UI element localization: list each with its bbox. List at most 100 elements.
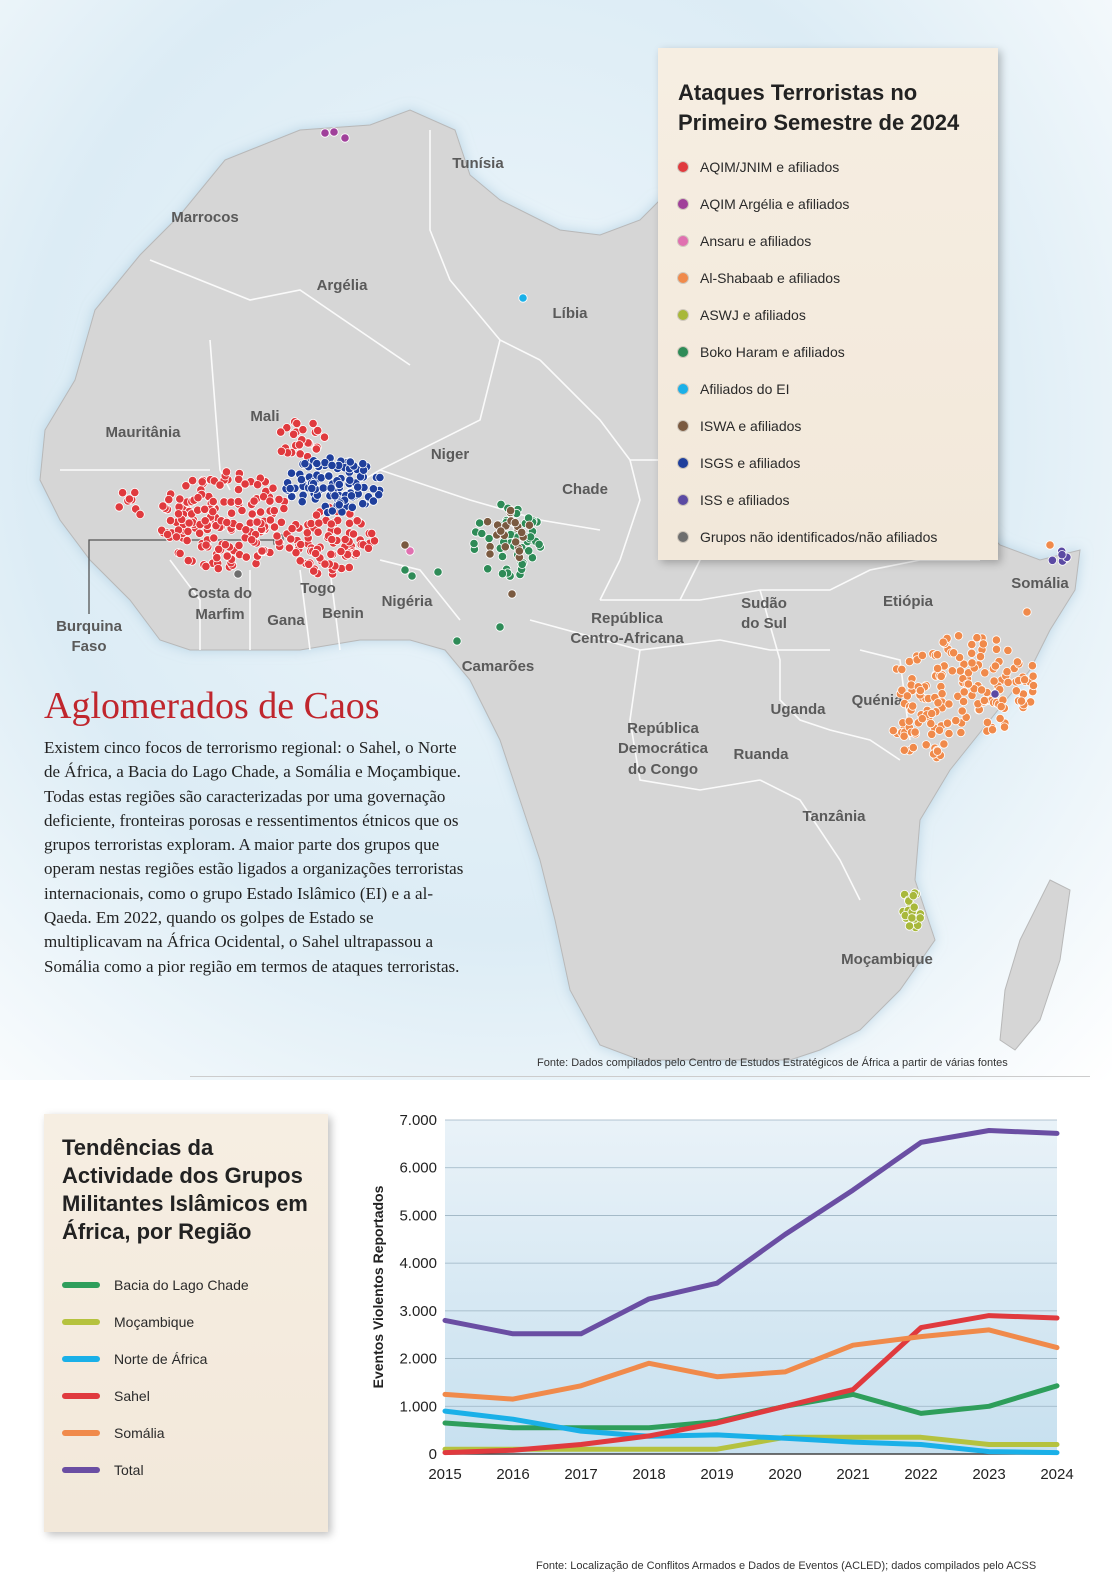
attack-dot <box>318 483 328 493</box>
attack-dot <box>233 496 243 507</box>
country-label: Quénia <box>852 692 904 709</box>
attack-dot <box>345 457 355 467</box>
attack-dot <box>222 551 232 561</box>
attack-dot <box>957 706 967 716</box>
attack-dot <box>495 622 505 632</box>
trend-legend-label: Sahel <box>114 1388 150 1404</box>
trend-legend-swatch <box>62 1282 100 1288</box>
legend-item: Al-Shabaab e afiliados <box>678 266 840 290</box>
attack-dot <box>1003 645 1013 656</box>
attack-dot <box>375 472 385 483</box>
attack-dot <box>347 502 357 512</box>
attack-dot <box>990 689 1000 699</box>
attack-dot <box>233 569 243 579</box>
attack-dot <box>505 505 516 516</box>
attack-dot <box>469 538 479 549</box>
country-label-sudao-2: do Sul <box>741 615 787 632</box>
series-line <box>442 1128 1060 1337</box>
attack-dot <box>939 739 949 749</box>
attack-dot <box>904 656 915 667</box>
attack-dot <box>915 685 926 696</box>
legend-dot <box>678 532 688 542</box>
attack-dot <box>1057 550 1067 560</box>
attack-dot <box>227 508 237 518</box>
attack-dot <box>247 509 257 519</box>
attack-dot <box>975 651 986 662</box>
trend-legend-label: Total <box>114 1462 144 1478</box>
attack-dot <box>324 471 334 481</box>
attack-dot <box>215 480 225 490</box>
attack-dot <box>358 459 368 469</box>
legend-label: ISWA e afiliados <box>700 418 802 434</box>
series-line <box>442 1408 1060 1456</box>
attack-dot <box>130 487 140 498</box>
attack-dot <box>296 474 306 485</box>
x-tick-label: 2019 <box>700 1466 733 1483</box>
attack-dot <box>497 551 508 562</box>
plot-background <box>445 1120 1057 1454</box>
attack-dot <box>955 666 965 676</box>
country-label-burquina: Burquina <box>56 618 122 635</box>
attack-dot <box>188 475 198 486</box>
attack-dot <box>963 668 974 678</box>
legend-dot <box>678 384 688 394</box>
series-line <box>442 1313 1060 1456</box>
attack-dot <box>982 717 993 728</box>
x-tick-label: 2022 <box>904 1466 937 1483</box>
legend-item: Afiliados do EI <box>678 377 790 401</box>
attack-dot <box>1022 607 1032 617</box>
attack-dot <box>234 474 244 484</box>
attack-dot <box>967 648 977 658</box>
attack-dot <box>304 559 314 569</box>
attack-dot <box>433 567 443 577</box>
legend-item: ASWJ e afiliados <box>678 303 806 327</box>
attack-dot <box>517 527 527 538</box>
attack-dot <box>951 715 961 726</box>
attack-dot <box>888 725 898 736</box>
country-label: Líbia <box>552 305 588 322</box>
trend-legend-label: Somália <box>114 1425 165 1441</box>
legend-dot <box>678 347 688 357</box>
attack-dot <box>978 639 988 649</box>
attack-dot <box>358 499 368 509</box>
attack-dot <box>237 505 247 516</box>
x-tick-label: 2015 <box>428 1466 461 1483</box>
attack-dot <box>258 492 269 502</box>
x-tick-label: 2021 <box>836 1466 869 1483</box>
attack-dot <box>937 689 947 699</box>
trend-legend-item: Moçambique <box>62 1311 194 1333</box>
gridlines <box>445 1119 1057 1455</box>
legend-item: ISWA e afiliados <box>678 414 801 438</box>
attack-dot <box>276 517 286 527</box>
attack-dot <box>302 528 312 538</box>
attack-dot <box>233 484 244 495</box>
y-tick-label: 7.000 <box>399 1112 437 1129</box>
attack-dot <box>240 479 250 489</box>
attack-dot <box>276 446 286 456</box>
legend-label: ISGS e afiliados <box>700 455 801 471</box>
attack-dot <box>285 483 295 494</box>
attack-dot <box>320 128 330 138</box>
attack-dot <box>910 727 920 737</box>
country-label: Mali <box>250 408 279 425</box>
attack-dot <box>247 535 257 545</box>
attack-dot <box>158 501 168 511</box>
attack-dot <box>311 510 322 520</box>
attack-dot <box>897 685 907 695</box>
country-label: Tunísia <box>452 155 504 172</box>
attack-dot <box>326 549 336 559</box>
attack-dot <box>400 540 410 550</box>
attack-dot <box>927 729 937 739</box>
attack-dot <box>251 558 261 569</box>
attack-dot <box>234 540 244 551</box>
attack-dot <box>897 664 907 675</box>
attack-dot <box>182 535 192 546</box>
country-label-rdc-1: República <box>627 720 699 737</box>
country-label-rdc-3: do Congo <box>628 761 698 778</box>
attack-dot <box>201 561 211 572</box>
attack-dot <box>311 444 321 454</box>
attack-dot <box>272 531 282 541</box>
trend-legend-label: Norte de África <box>114 1351 208 1367</box>
attack-dot <box>313 527 323 537</box>
attack-dot <box>507 589 517 599</box>
